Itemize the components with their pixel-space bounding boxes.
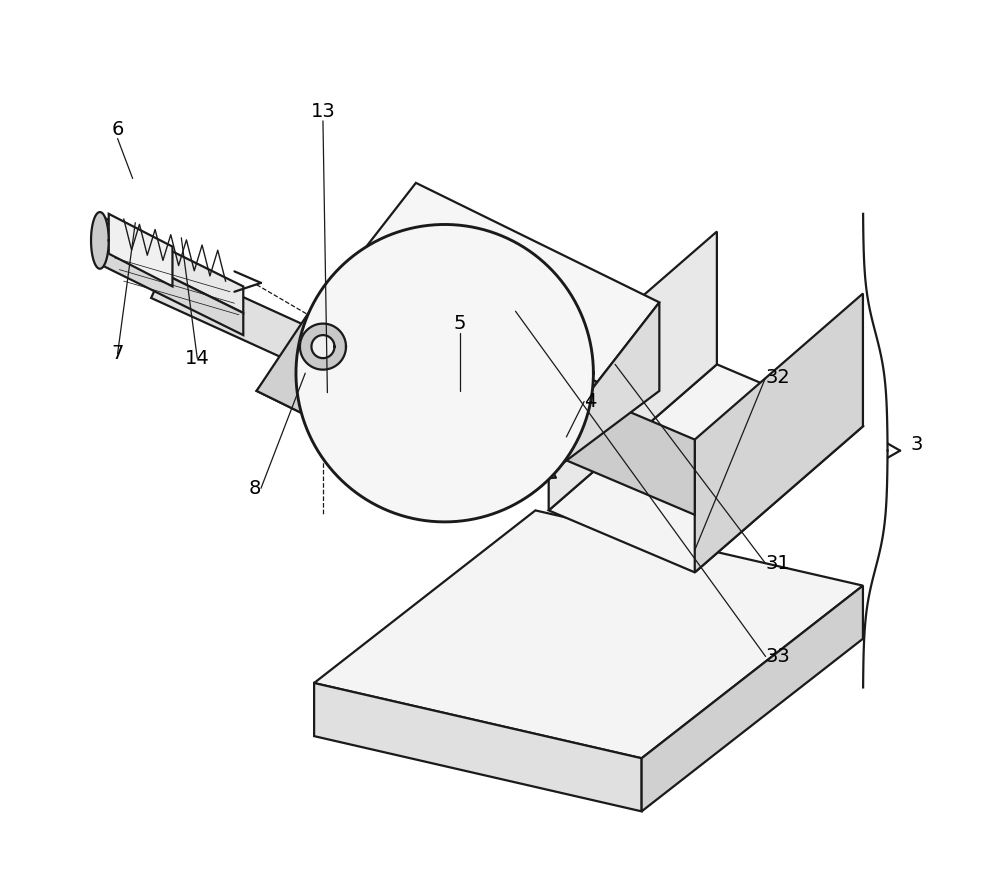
- Text: 7: 7: [111, 345, 124, 363]
- Polygon shape: [549, 364, 863, 573]
- Polygon shape: [91, 212, 109, 269]
- Text: 3: 3: [911, 434, 923, 454]
- Polygon shape: [695, 294, 863, 573]
- Polygon shape: [549, 377, 695, 515]
- Polygon shape: [642, 585, 863, 812]
- Text: 32: 32: [766, 369, 790, 387]
- Text: 14: 14: [185, 349, 210, 368]
- Polygon shape: [109, 214, 172, 287]
- Polygon shape: [354, 183, 659, 382]
- Polygon shape: [549, 232, 717, 511]
- Polygon shape: [100, 242, 243, 335]
- Polygon shape: [314, 511, 863, 758]
- Polygon shape: [296, 225, 593, 522]
- Polygon shape: [314, 683, 642, 812]
- Text: 8: 8: [249, 479, 261, 498]
- Polygon shape: [257, 263, 597, 511]
- Polygon shape: [311, 335, 334, 358]
- Polygon shape: [300, 323, 346, 369]
- Text: 5: 5: [454, 314, 466, 333]
- Polygon shape: [100, 216, 243, 313]
- Polygon shape: [257, 298, 562, 511]
- Text: 31: 31: [766, 554, 790, 573]
- Polygon shape: [151, 263, 676, 530]
- Text: 6: 6: [111, 120, 124, 139]
- Text: 33: 33: [766, 647, 790, 666]
- Text: 13: 13: [311, 102, 335, 121]
- Text: 4: 4: [584, 392, 596, 411]
- Polygon shape: [500, 303, 659, 511]
